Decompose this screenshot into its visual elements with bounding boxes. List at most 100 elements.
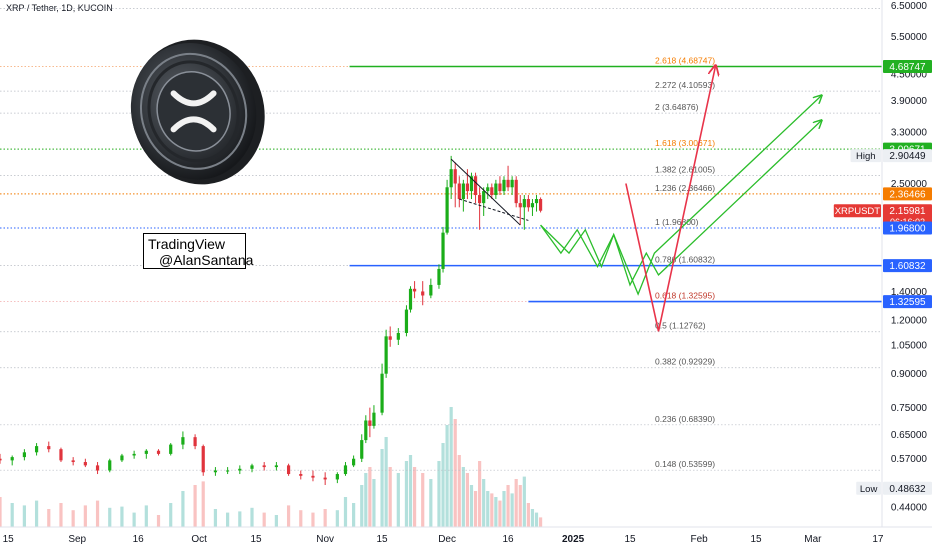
x-tick-label: Sep [68,534,86,545]
y-tick-label: 0.57000 [891,454,928,465]
volume-bar [388,467,392,527]
candle-body [534,199,539,204]
volume-bar [250,507,254,527]
volume-bar [494,497,498,527]
candle-body [461,183,465,200]
candle-body [384,336,388,374]
volume-bar [457,455,461,527]
volume-bar [465,473,470,527]
x-tick-label: 16 [503,534,515,545]
candle-body [360,440,364,459]
volume-bar [482,479,486,527]
price-badges: 4.687473.006712.90449High2.364662.159810… [833,59,932,495]
green-projection-path [540,96,821,296]
volume-bar [441,443,445,527]
volume-bar [478,461,482,527]
price-tag-box [850,149,881,163]
volume-bar [299,510,303,527]
candle-body [473,176,478,196]
volume-bar [274,515,278,527]
fib-level-label: 1 (1.96800) [655,217,699,227]
price-badge [883,481,932,495]
volume-bar [71,510,75,527]
price-tag-box [833,204,881,218]
candle-body [262,465,266,468]
candle-body [412,288,417,292]
fib-level-label: 0.618 (1.32595) [655,291,715,301]
volume-bar [364,473,368,527]
candle-body [538,199,543,211]
volume-bar [384,437,388,527]
candle-body [482,191,486,204]
volume-bar [47,509,51,527]
candles [0,155,543,485]
candle-body [502,179,506,192]
price-badge-value: 0.48632 [889,484,926,495]
candle-body [522,199,526,208]
candle-body [47,446,51,450]
triangle-upper-line [450,158,521,226]
fib-level-label: 0.382 (0.92929) [655,357,715,367]
fib-level-label: 0.236 (0.68390) [655,414,715,424]
volume-bar [144,505,148,527]
candle-body [518,203,522,208]
fib-level-label: 1.236 (2.36466) [655,183,715,193]
y-tick-label: 6.50000 [891,1,928,12]
candle-body [486,187,490,192]
price-badge-value: 2.36466 [889,189,926,200]
candle-body [193,437,197,447]
candle-body [95,465,100,471]
volume-bar [486,491,490,527]
volume-bar [108,507,112,527]
candle-body [299,474,303,476]
volume-bar [238,511,242,527]
volume-bar [396,473,400,527]
volume-bar [226,512,230,527]
candle-body [323,477,327,480]
price-badge [883,295,932,309]
volume-bar [201,481,205,527]
projection-drawings[interactable] [450,67,821,332]
volume-bar [156,515,161,527]
candle-body [250,465,254,469]
candle-body [429,284,433,296]
volume-bar [360,485,364,527]
candle-body [408,288,413,310]
y-tick-label: 0.75000 [891,403,928,414]
volume-bar [506,485,510,527]
x-tick-label: 2025 [562,534,585,545]
volume-bar [502,491,506,527]
fib-level-label: 0.5 (1.12762) [655,321,706,331]
fib-level-label: 2 (3.64876) [655,102,699,112]
volume-bar [10,503,14,527]
price-badge-value: 1.60832 [889,261,926,272]
volume-bar [469,485,474,527]
y-tick-label: 0.90000 [891,369,928,380]
volume-bar [34,500,39,527]
candle-body [0,458,2,461]
volume-bar [526,503,530,527]
fib-level-label: 2.618 (4.68747) [655,55,715,65]
volume-bar [120,506,124,527]
candle-body [120,455,124,461]
volume-bar [352,503,356,527]
x-tick-label: 17 [872,534,884,545]
candle-body [469,176,474,192]
x-tick-label: Feb [690,534,708,545]
volume-bar [534,512,539,527]
volume-bar [518,485,522,527]
candle-body [335,474,339,480]
red-projection-arrow [625,67,716,332]
x-tick-label: Nov [316,534,334,545]
y-tick-label: 0.65000 [891,430,928,441]
candle-body [465,183,470,192]
price-badge [883,259,932,273]
candle-body [372,412,376,426]
candle-body [108,460,112,471]
time-axis: 15 Sep 16 Oct 15 Nov 15 Dec 16 2025 15 Feb 15 Mar 17 [3,534,884,545]
x-tick-label: 15 [624,534,636,545]
candle-body [169,444,173,454]
volume-bar [461,467,465,527]
volume-bar [95,500,100,527]
